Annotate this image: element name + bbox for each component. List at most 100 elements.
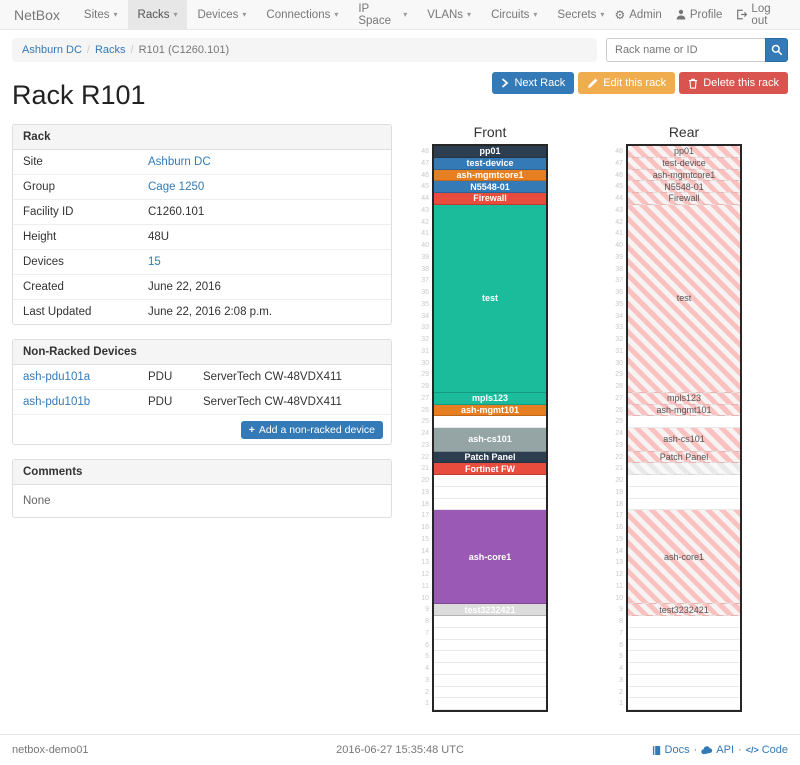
rack-unit-number: 47 bbox=[615, 159, 623, 167]
rack-slot-ash-cs101[interactable]: ash-cs101 bbox=[628, 428, 740, 452]
rack-slot-patch-panel[interactable]: Patch Panel bbox=[628, 451, 740, 464]
code-link[interactable]: </> Code bbox=[745, 744, 788, 756]
comments-panel-title: Comments bbox=[13, 460, 391, 485]
rack-slot-ash-core1[interactable]: ash-core1 bbox=[628, 510, 740, 605]
rack-unit-number: 21 bbox=[615, 465, 623, 473]
rack-slot-test-device[interactable]: test-device bbox=[434, 157, 546, 170]
comments-body: None bbox=[23, 495, 51, 507]
rack-unit-number: 26 bbox=[615, 406, 623, 414]
rack-slot-n5548-01[interactable]: N5548-01 bbox=[628, 181, 740, 193]
api-link[interactable]: API bbox=[701, 744, 734, 756]
rack-slot-mpls123[interactable]: mpls123 bbox=[434, 392, 546, 405]
chevron-down-icon: ▾ bbox=[403, 10, 408, 19]
rack-slot-test-device[interactable]: test-device bbox=[628, 157, 740, 170]
rack-unit-number: 25 bbox=[615, 418, 623, 426]
rack-slot-pp01[interactable]: pp01 bbox=[628, 146, 740, 158]
nav-item-connections[interactable]: Connections ▾ bbox=[266, 8, 339, 21]
rack-slot-test3232421[interactable]: test3232421 bbox=[628, 604, 740, 616]
docs-link[interactable]: Docs bbox=[652, 744, 690, 756]
rack-unit-number: 15 bbox=[615, 535, 623, 543]
rack-unit-number: 28 bbox=[615, 383, 623, 390]
nav-item-vlans[interactable]: VLANs ▾ bbox=[427, 8, 472, 21]
rack-unit-number: 12 bbox=[421, 571, 429, 578]
rack-unit-number: 41 bbox=[421, 230, 429, 238]
rack-unit-number: 34 bbox=[421, 312, 429, 320]
site-link[interactable]: Ashburn DC bbox=[148, 156, 211, 168]
next-rack-button[interactable]: Next Rack bbox=[492, 72, 575, 94]
table-row: Devices 15 bbox=[13, 249, 391, 275]
rack-unit-number: 46 bbox=[421, 171, 429, 179]
rack-unit-number: 42 bbox=[615, 218, 623, 226]
rack-unit-empty bbox=[434, 674, 546, 687]
search-button[interactable] bbox=[765, 38, 788, 62]
rack-slot-test[interactable]: test bbox=[434, 204, 546, 393]
last-updated-value: June 22, 2016 2:08 p.m. bbox=[138, 299, 391, 324]
breadcrumb-site-link[interactable]: Ashburn DC bbox=[22, 44, 82, 56]
rack-slot-ash-mgmt101[interactable]: ash-mgmt101 bbox=[434, 404, 546, 417]
admin-link[interactable]: ⚙ Admin bbox=[614, 7, 662, 22]
rack-slot-ash-core1[interactable]: ash-core1 bbox=[434, 510, 546, 605]
rack-unit-number: 7 bbox=[619, 629, 623, 637]
rack-slot-pp01[interactable]: pp01 bbox=[434, 146, 546, 158]
rack-slot-ash-mgmtcore1[interactable]: ash-mgmtcore1 bbox=[434, 169, 546, 182]
rack-slot-mpls123[interactable]: mpls123 bbox=[628, 392, 740, 405]
rack-unit-empty bbox=[628, 627, 740, 640]
rack-unit-number: 48 bbox=[421, 148, 429, 155]
device-link[interactable]: ash-pdu101b bbox=[23, 396, 91, 408]
rack-unit-number: 40 bbox=[615, 242, 623, 249]
cloud-icon bbox=[701, 745, 713, 755]
table-row: ash-pdu101a PDU ServerTech CW-48VDX411 bbox=[13, 365, 391, 390]
search-input[interactable] bbox=[606, 38, 765, 62]
profile-link[interactable]: Profile bbox=[676, 9, 722, 21]
rack-slot-ash-mgmt101[interactable]: ash-mgmt101 bbox=[628, 404, 740, 417]
rack-slot-test[interactable]: test bbox=[628, 204, 740, 393]
rack-unit-empty bbox=[628, 686, 740, 699]
rack-unit-number: 13 bbox=[421, 559, 429, 567]
rack-unit-number: 6 bbox=[425, 641, 429, 649]
nav-item-circuits[interactable]: Circuits ▾ bbox=[491, 8, 538, 21]
devices-count-link[interactable]: 15 bbox=[148, 256, 161, 268]
edit-rack-button[interactable]: Edit this rack bbox=[578, 72, 676, 94]
book-icon bbox=[652, 745, 662, 756]
rack-slot-ash-mgmtcore1[interactable]: ash-mgmtcore1 bbox=[628, 169, 740, 182]
rack-unit-number: 39 bbox=[421, 253, 429, 261]
table-row: Created June 22, 2016 bbox=[13, 274, 391, 300]
brand[interactable]: NetBox bbox=[14, 6, 60, 23]
non-racked-panel-title: Non-Racked Devices bbox=[13, 340, 391, 365]
height-value: 48U bbox=[138, 224, 391, 250]
rack-unit-number: 15 bbox=[421, 535, 429, 543]
rack-unit-number: 4 bbox=[619, 665, 623, 672]
group-link[interactable]: Cage 1250 bbox=[148, 181, 205, 193]
rack-panel-title: Rack bbox=[13, 125, 391, 150]
nav-item-sites[interactable]: Sites ▾ bbox=[83, 8, 118, 21]
rack-unit-number: 37 bbox=[615, 277, 623, 285]
rack-slot-test3232421[interactable]: test3232421 bbox=[434, 604, 546, 616]
non-racked-devices-panel: Non-Racked Devices ash-pdu101a PDU Serve… bbox=[12, 339, 392, 445]
log-out-link[interactable]: Log out bbox=[736, 3, 788, 27]
rack-unit-number: 35 bbox=[421, 300, 429, 308]
rack-slot-patch-panel[interactable]: Patch Panel bbox=[434, 451, 546, 464]
chevron-down-icon: ▾ bbox=[533, 10, 538, 19]
rack-slot-fortinet-fw[interactable] bbox=[628, 463, 740, 475]
rack-unit-number: 9 bbox=[619, 606, 623, 614]
rack-slot-n5548-01[interactable]: N5548-01 bbox=[434, 181, 546, 193]
rack-slot-firewall[interactable]: Firewall bbox=[628, 193, 740, 205]
rack-slot-fortinet-fw[interactable]: Fortinet FW bbox=[434, 463, 546, 475]
navbar-menu: Sites ▾ Racks ▾ Devices ▾ Connections ▾ IP S… bbox=[74, 0, 615, 29]
rack-rear-numbers: 48 47 46 45 44 43 42 41 40 39 38 37 36 35 34 33 32 31 30 29… bbox=[612, 144, 626, 712]
nav-item-racks[interactable]: Racks ▾ bbox=[127, 0, 188, 29]
nav-item-secrets[interactable]: Secrets ▾ bbox=[557, 8, 605, 21]
add-non-racked-device-button[interactable]: + Add a non-racked device bbox=[240, 421, 383, 439]
device-link[interactable]: ash-pdu101a bbox=[23, 371, 91, 383]
breadcrumb-racks-link[interactable]: Racks bbox=[94, 44, 126, 56]
rack-slot-firewall[interactable]: Firewall bbox=[434, 193, 546, 205]
nav-item-ip-space[interactable]: IP Space ▾ bbox=[358, 2, 408, 27]
delete-rack-button[interactable]: Delete this rack bbox=[679, 72, 788, 94]
rack-slot-ash-cs101[interactable]: ash-cs101 bbox=[434, 428, 546, 452]
rack-unit-number: 19 bbox=[421, 488, 429, 496]
rack-unit-number: 31 bbox=[421, 347, 429, 355]
nav-item-devices[interactable]: Devices ▾ bbox=[197, 8, 247, 21]
rack-unit-number: 9 bbox=[425, 606, 429, 614]
rack-unit-number: 40 bbox=[421, 242, 429, 249]
rack-unit-number: 8 bbox=[425, 618, 429, 625]
